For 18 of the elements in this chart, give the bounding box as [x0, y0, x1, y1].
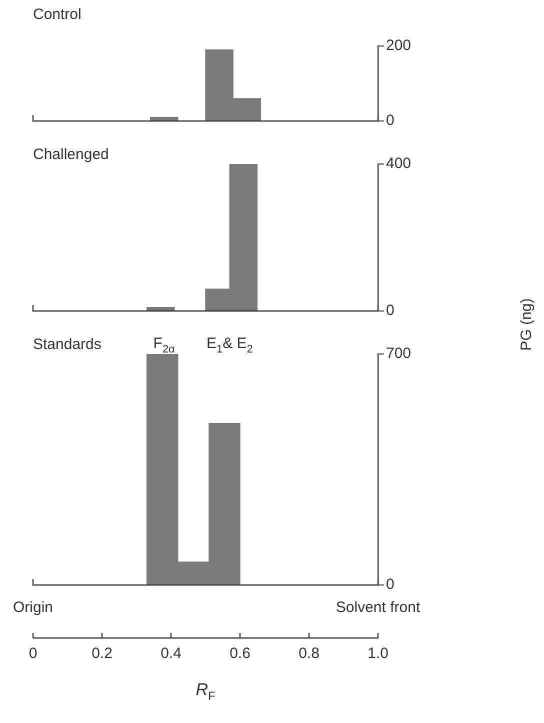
- chart-title: Control: [33, 6, 82, 24]
- text: Origin: [12, 599, 54, 616]
- y-tick-label: 400: [386, 155, 412, 172]
- x-tick-label: 1.0: [368, 645, 388, 662]
- x-tick-label: 0.8: [298, 645, 320, 662]
- y-tick-label: 0: [386, 112, 394, 130]
- x-tick-label: 0: [28, 645, 38, 662]
- x-tick-label: 0.2: [92, 645, 112, 662]
- y-tick-label: 0: [386, 302, 394, 320]
- y-axis-title: PG (ng): [517, 298, 534, 350]
- chart-title: Challenged: [33, 146, 109, 164]
- chart-title: Standards: [33, 336, 102, 354]
- y-tick-label: 700: [386, 345, 412, 362]
- x-tick-label: 0.4: [160, 645, 182, 662]
- y-tick-label: 200: [386, 37, 412, 54]
- text: Solvent front: [336, 599, 421, 616]
- x-tick-label: 0.6: [230, 645, 250, 662]
- y-tick-label: 0: [386, 576, 394, 594]
